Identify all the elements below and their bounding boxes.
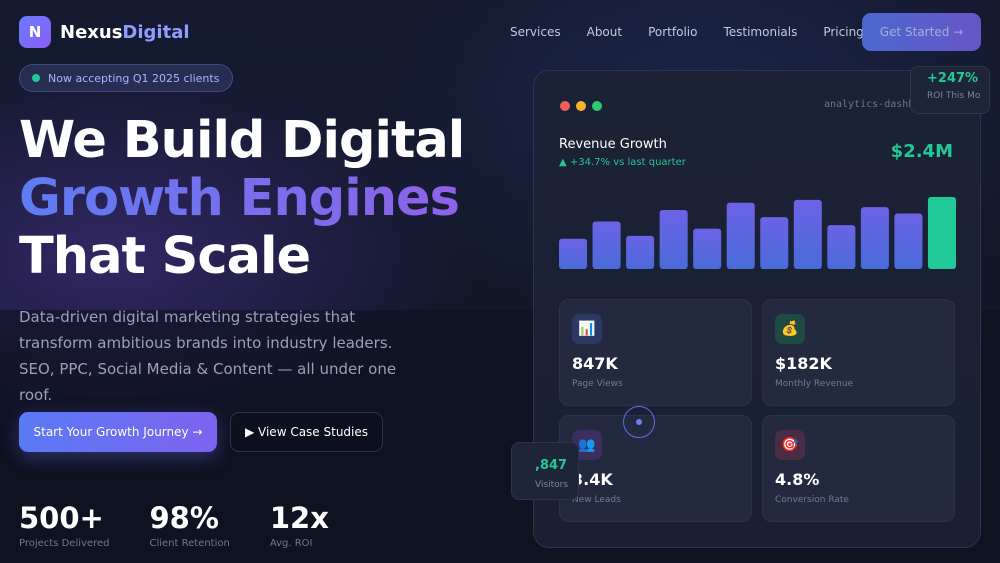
roi-value: +247% <box>927 71 979 86</box>
revenue-bar <box>659 209 688 269</box>
cursor-ring-icon <box>623 406 655 438</box>
revenue-bar <box>894 213 923 269</box>
top-navigation: N NexusDigital Services About Portfolio … <box>0 0 1000 66</box>
revenue-bar <box>626 235 655 269</box>
logo-text-primary: Nexus <box>60 21 123 43</box>
close-dot-icon <box>560 101 570 111</box>
revenue-bar <box>592 221 621 269</box>
visitors-floating-card: ,847 Visitors <box>511 442 579 500</box>
logo-text-accent: Digital <box>122 21 190 43</box>
logo[interactable]: N NexusDigital <box>19 16 190 48</box>
nav-link-portfolio[interactable]: Portfolio <box>648 25 698 39</box>
revenue-bar <box>927 197 956 269</box>
revenue-value: $2.4M <box>890 141 953 162</box>
metric-value: 3.4K <box>572 470 613 489</box>
visitors-value: ,847 <box>535 458 568 473</box>
metric-label: Conversion Rate <box>775 495 849 505</box>
money-bag-icon: 💰 <box>775 314 805 344</box>
metric-tile-conversion-rate[interactable]: 🎯 4.8% Conversion Rate <box>762 415 955 522</box>
roi-floating-card: +247% ROI This Mo <box>910 66 990 114</box>
metric-label: Monthly Revenue <box>775 379 854 389</box>
stat-label: Projects Delivered <box>19 538 110 549</box>
stat-retention: 98% Client Retention <box>149 500 229 549</box>
stat-value: 500+ <box>19 501 104 535</box>
metric-label: New Leads <box>572 495 621 505</box>
metric-tile-new-leads[interactable]: 👥 3.4K New Leads <box>559 415 752 522</box>
metric-tile-page-views[interactable]: 📊 847K Page Views <box>559 299 752 406</box>
revenue-title: Revenue Growth <box>559 137 667 152</box>
stat-label: Avg. ROI <box>269 538 313 549</box>
metric-label: Page Views <box>572 379 623 389</box>
nav-link-testimonials[interactable]: Testimonials <box>723 25 798 39</box>
metric-value: 4.8% <box>775 470 820 489</box>
roi-label: ROI This Mo <box>927 91 981 101</box>
hero-title-line-1: We Build Digital <box>19 111 465 170</box>
stat-value: 12x <box>269 501 329 535</box>
logo-mark-icon: N <box>19 16 51 48</box>
nav-link-about[interactable]: About <box>586 25 623 39</box>
metric-value: 847K <box>572 354 618 373</box>
view-case-studies-button[interactable]: ▶ View Case Studies <box>230 412 383 452</box>
revenue-bar <box>726 202 755 269</box>
hero-description: Data-driven digital marketing strategies… <box>19 308 397 404</box>
bar-chart-icon: 📊 <box>572 314 602 344</box>
logo-text: NexusDigital <box>60 22 190 43</box>
revenue-bar <box>860 207 889 269</box>
revenue-bar <box>693 228 722 269</box>
hero-stats: 500+ Projects Delivered 98% Client Reten… <box>19 500 369 549</box>
metric-tile-monthly-revenue[interactable]: 💰 $182K Monthly Revenue <box>762 299 955 406</box>
minimize-dot-icon <box>576 101 586 111</box>
hero-title: We Build Digital Growth Engines That Sca… <box>19 111 465 286</box>
stat-value: 98% <box>149 501 219 535</box>
hero-title-line-2: Growth Engines <box>19 170 464 228</box>
nav-link-services[interactable]: Services <box>510 25 561 39</box>
cursor-dot-icon <box>636 419 642 425</box>
dashboard-url: analytics-dashb <box>824 99 915 110</box>
availability-text: Now accepting Q1 2025 clients <box>48 71 220 85</box>
stat-label: Client Retention <box>149 538 230 549</box>
nav-links: Services About Portfolio Testimonials Pr… <box>510 25 890 39</box>
revenue-bar <box>793 199 822 269</box>
window-controls <box>560 101 608 111</box>
nav-link-pricing[interactable]: Pricing <box>823 25 864 39</box>
analytics-dashboard-card: analytics-dashb Revenue Growth ▲ +34.7% … <box>533 70 981 548</box>
stat-roi: 12x Avg. ROI <box>270 500 329 549</box>
status-dot-icon <box>32 74 40 82</box>
availability-badge: Now accepting Q1 2025 clients <box>19 64 234 92</box>
metric-value: $182K <box>775 354 832 373</box>
hero-title-line-3: That Scale <box>19 227 311 286</box>
target-icon: 🎯 <box>775 430 805 460</box>
maximize-dot-icon <box>592 101 602 111</box>
revenue-bar <box>827 225 856 269</box>
visitors-label: Visitors <box>535 480 569 490</box>
revenue-bar <box>760 217 789 269</box>
stat-projects: 500+ Projects Delivered <box>19 500 109 549</box>
revenue-bar <box>559 238 588 269</box>
get-started-button[interactable]: Get Started → <box>862 13 981 51</box>
revenue-bar-chart <box>559 197 956 269</box>
start-growth-journey-button[interactable]: Start Your Growth Journey → <box>19 412 217 452</box>
revenue-change: ▲ +34.7% vs last quarter <box>559 157 686 168</box>
